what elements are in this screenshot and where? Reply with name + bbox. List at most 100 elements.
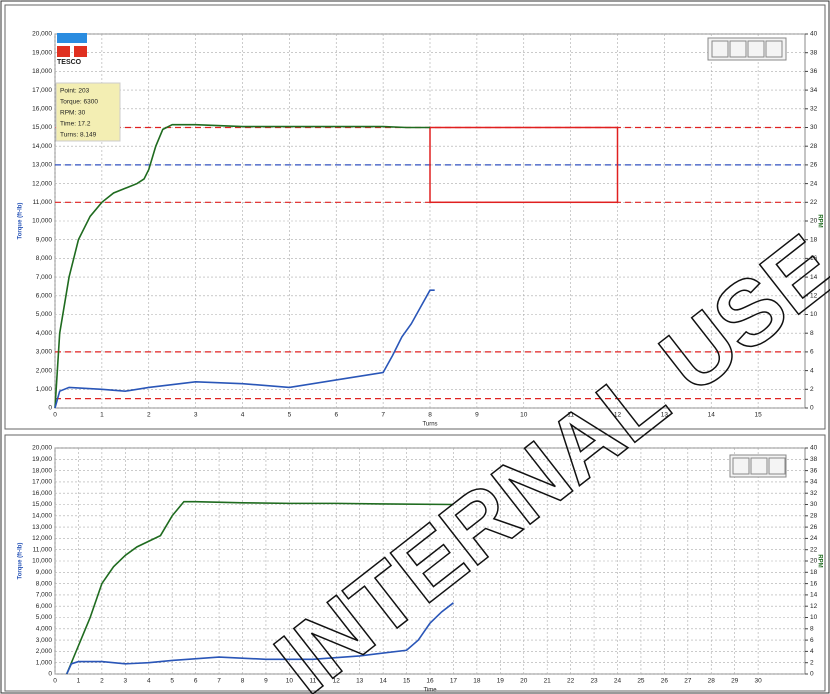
series-line xyxy=(65,602,454,675)
zoom-out-button[interactable] xyxy=(765,40,783,58)
y-tick-label: 7,000 xyxy=(36,592,53,599)
x-tick-label: 30 xyxy=(755,678,763,685)
x-tick-label: 10 xyxy=(286,678,294,685)
y2-tick-label: 22 xyxy=(810,546,818,553)
x-tick-label: 0 xyxy=(53,678,57,685)
y-tick-label: 6,000 xyxy=(36,603,53,610)
y2-tick-label: 2 xyxy=(810,386,814,393)
y-tick-label: 16,000 xyxy=(32,490,52,497)
x-tick-label: 5 xyxy=(170,678,174,685)
y2-tick-label: 20 xyxy=(810,558,818,565)
y-tick-label: 3,000 xyxy=(36,349,53,356)
y-axis-label: Torque (ft-lb) xyxy=(18,203,24,240)
x-tick-label: 29 xyxy=(731,678,739,685)
y-tick-label: 12,000 xyxy=(32,535,52,542)
x-tick-label: 0 xyxy=(53,412,57,419)
y2-tick-label: 16 xyxy=(810,255,818,262)
y-tick-label: 18,000 xyxy=(32,68,52,75)
y2-tick-label: 32 xyxy=(810,106,818,113)
y-tick-label: 17,000 xyxy=(32,87,52,94)
y2-tick-label: 8 xyxy=(810,330,814,337)
y-tick-label: 3,000 xyxy=(36,637,53,644)
y2-tick-label: 26 xyxy=(810,524,818,531)
y2-tick-label: 32 xyxy=(810,490,818,497)
y-tick-label: 18,000 xyxy=(32,467,52,474)
x-tick-label: 1 xyxy=(77,678,81,685)
y-tick-label: 5,000 xyxy=(36,311,53,318)
x-tick-label: 7 xyxy=(381,412,385,419)
y-tick-label: 1,000 xyxy=(36,386,53,393)
pan-button[interactable] xyxy=(729,40,747,58)
x-tick-label: 9 xyxy=(264,678,268,685)
y-tick-label: 5,000 xyxy=(36,614,53,621)
y-tick-label: 1,000 xyxy=(36,659,53,666)
y2-tick-label: 8 xyxy=(810,626,814,633)
x-tick-label: 1 xyxy=(100,412,104,419)
y2-tick-label: 4 xyxy=(810,367,814,374)
y2-tick-label: 4 xyxy=(810,648,814,655)
x-tick-label: 5 xyxy=(288,412,292,419)
y2-tick-label: 10 xyxy=(810,614,818,621)
y-tick-label: 12,000 xyxy=(32,180,52,187)
x-tick-label: 13 xyxy=(661,412,669,419)
x-tick-label: 14 xyxy=(380,678,388,685)
y2-tick-label: 12 xyxy=(810,293,818,300)
y2-tick-label: 2 xyxy=(810,659,814,666)
y-tick-label: 15,000 xyxy=(32,124,52,131)
y2-tick-label: 0 xyxy=(810,671,814,678)
y-tick-label: 9,000 xyxy=(36,236,53,243)
y2-axis-label: RPM xyxy=(816,554,822,567)
y-tick-label: 19,000 xyxy=(32,49,52,56)
y2-tick-label: 40 xyxy=(810,31,818,38)
pan-button[interactable] xyxy=(732,457,750,475)
info-box xyxy=(55,82,121,142)
chart-button[interactable] xyxy=(711,40,729,58)
y-tick-label: 2,000 xyxy=(36,367,53,374)
x-tick-label: 18 xyxy=(473,678,481,685)
x-tick-label: 19 xyxy=(497,678,505,685)
y2-tick-label: 12 xyxy=(810,603,818,610)
x-tick-label: 4 xyxy=(147,678,151,685)
info-line: Torque: 6300 xyxy=(60,99,98,106)
zoom-out-button[interactable] xyxy=(768,457,786,475)
zoom-in-button[interactable] xyxy=(750,457,768,475)
x-axis-label: Turns xyxy=(422,422,437,428)
x-tick-label: 4 xyxy=(241,412,245,419)
logo-square xyxy=(57,46,70,57)
x-tick-label: 11 xyxy=(309,678,316,685)
y-tick-label: 8,000 xyxy=(36,580,53,587)
x-tick-label: 6 xyxy=(194,678,198,685)
y-tick-label: 20,000 xyxy=(32,445,52,452)
y-tick-label: 2,000 xyxy=(36,648,53,655)
y2-tick-label: 38 xyxy=(810,49,818,56)
y2-tick-label: 34 xyxy=(810,479,818,486)
y-tick-label: 19,000 xyxy=(32,456,52,463)
x-tick-label: 8 xyxy=(241,678,245,685)
y2-tick-label: 16 xyxy=(810,580,818,587)
x-tick-label: 24 xyxy=(614,678,622,685)
y-tick-label: 0 xyxy=(48,405,52,412)
logo-text: TESCO xyxy=(57,59,82,66)
y2-tick-label: 28 xyxy=(810,143,818,150)
x-tick-label: 10 xyxy=(520,412,528,419)
x-tick-label: 16 xyxy=(426,678,434,685)
y2-tick-label: 38 xyxy=(810,456,818,463)
y-tick-label: 6,000 xyxy=(36,293,53,300)
y2-tick-label: 18 xyxy=(810,236,818,243)
y2-tick-label: 36 xyxy=(810,68,818,75)
x-tick-label: 8 xyxy=(428,412,432,419)
plots: 0 1,000 2,000 3,000 4,000 5,000 6,000 7,000 8,00… xyxy=(18,31,823,694)
y-tick-label: 16,000 xyxy=(32,106,52,113)
x-tick-label: 26 xyxy=(661,678,669,685)
x-tick-label: 15 xyxy=(755,412,763,419)
y-axis-label: Torque (ft-lb) xyxy=(18,543,24,580)
info-lines: Point: 203 Torque: 6300 RPM: 30 Time: 17.2 T… xyxy=(60,88,98,139)
y2-tick-label: 14 xyxy=(810,592,818,599)
y-tick-label: 7,000 xyxy=(36,274,53,281)
y-tick-label: 11,000 xyxy=(33,199,53,206)
zoom-in-button[interactable] xyxy=(747,40,765,58)
x-tick-label: 11 xyxy=(567,412,574,419)
x-tick-label: 23 xyxy=(590,678,598,685)
